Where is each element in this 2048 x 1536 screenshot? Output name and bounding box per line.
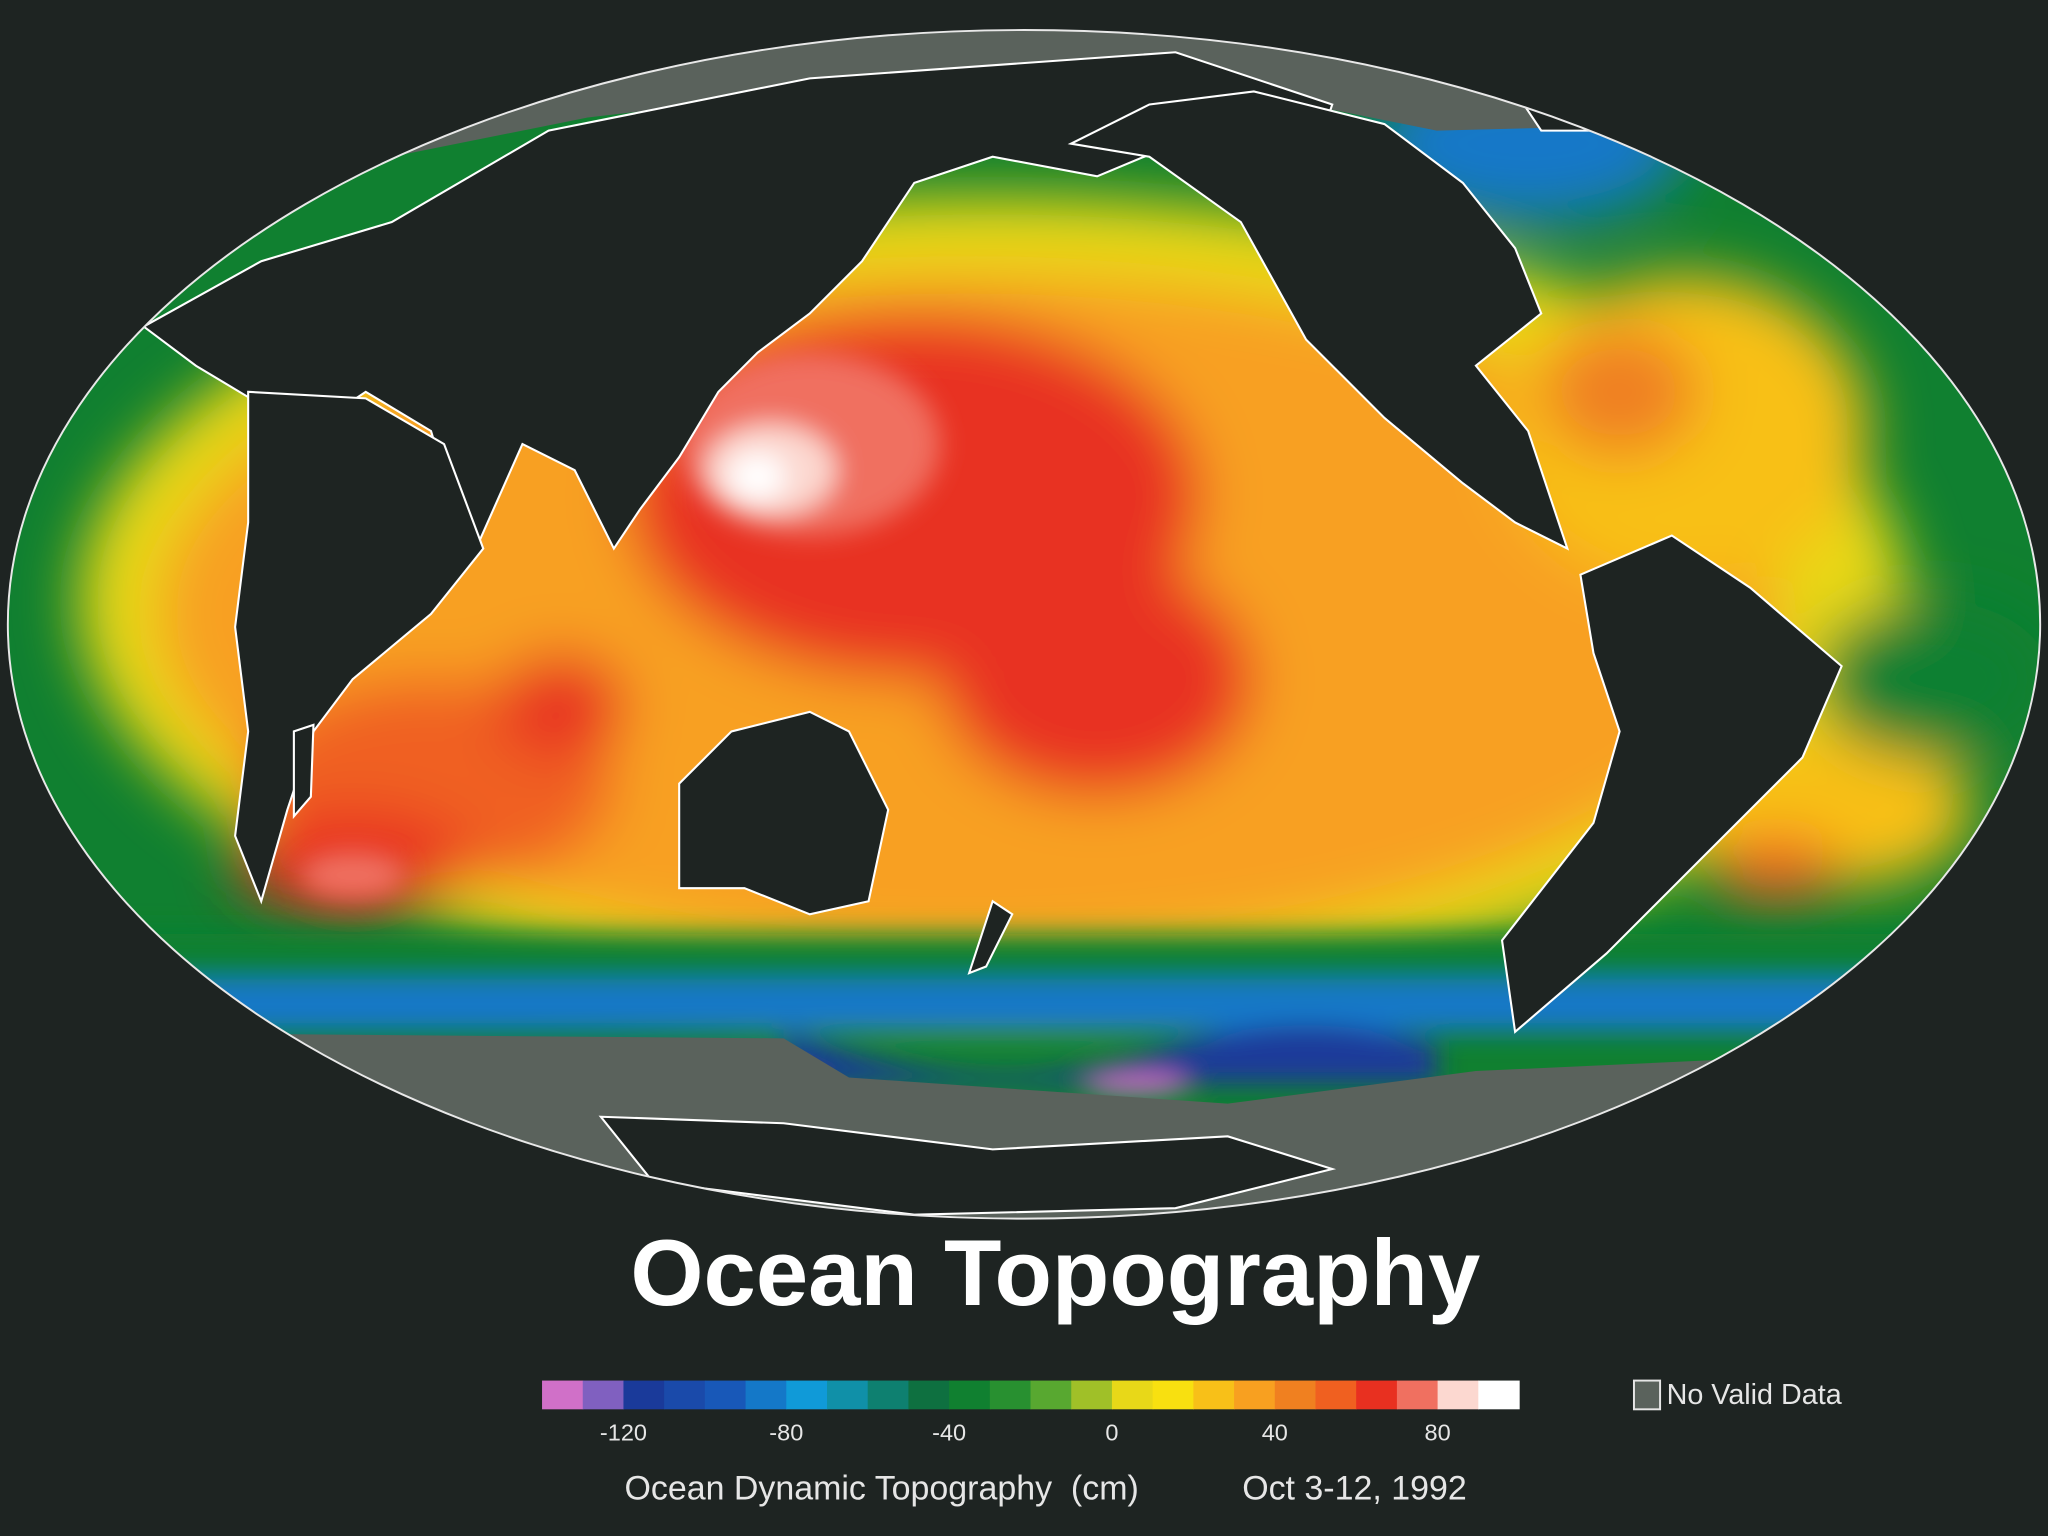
no-data-label: No Valid Data <box>1667 1379 1842 1411</box>
australia <box>678 710 890 916</box>
madagascar <box>292 723 315 820</box>
colorbar-segment <box>1152 1380 1195 1410</box>
colorbar-segment <box>908 1380 950 1410</box>
colorbar-segment <box>949 1380 991 1410</box>
colorbar-segment <box>1111 1380 1154 1410</box>
colorbar-segment <box>1315 1380 1357 1410</box>
colorbar-tick-label: -80 <box>769 1419 803 1445</box>
colorbar-segment <box>989 1380 1032 1410</box>
colorbar: -120 -80 -40 0 40 80 <box>542 1380 1520 1445</box>
colorbar-tick-label: -120 <box>600 1419 647 1445</box>
colorbar-segment <box>1437 1380 1479 1410</box>
colorbar-segment <box>704 1380 747 1410</box>
colorbar-segment <box>1396 1380 1439 1410</box>
globe-outline <box>6 29 2042 1220</box>
colorbar-segment <box>1274 1380 1317 1410</box>
colorbar-segment <box>664 1380 706 1410</box>
colorbar-segment <box>623 1380 665 1410</box>
antarctica <box>598 1115 1337 1216</box>
colorbar-segment <box>582 1380 625 1410</box>
colorbar-segment <box>786 1380 828 1410</box>
continents <box>141 51 1843 1216</box>
colorbar-tick-label: 40 <box>1262 1419 1288 1445</box>
colorbar-segment <box>867 1380 910 1410</box>
new-zealand <box>967 899 1014 975</box>
colorbar-segment <box>1071 1380 1113 1410</box>
colorbar-tick-label: -40 <box>932 1419 966 1445</box>
colorbar-segment <box>1356 1380 1398 1410</box>
colorbar-segment <box>745 1380 787 1410</box>
colorbar-segment <box>1193 1380 1235 1410</box>
date: Oct 3-12, 1992 <box>1242 1469 1467 1507</box>
eurasia <box>141 51 1334 565</box>
colorbar-segment <box>1234 1380 1276 1410</box>
no-data-swatch <box>1632 1379 1662 1411</box>
colorbar-tick-label: 0 <box>1105 1419 1118 1445</box>
colorbar-segment <box>1030 1380 1072 1410</box>
colorbar-tick-label: 80 <box>1425 1419 1451 1445</box>
colorbar-segment <box>1478 1380 1520 1410</box>
south-america <box>1500 534 1843 1034</box>
colorbar-segment <box>826 1380 869 1410</box>
title: Ocean Topography <box>630 1220 1480 1325</box>
north-america <box>1067 90 1570 551</box>
colorbar-label: Ocean Dynamic Topography (cm) <box>624 1469 1138 1507</box>
colorbar-segment <box>542 1380 584 1410</box>
